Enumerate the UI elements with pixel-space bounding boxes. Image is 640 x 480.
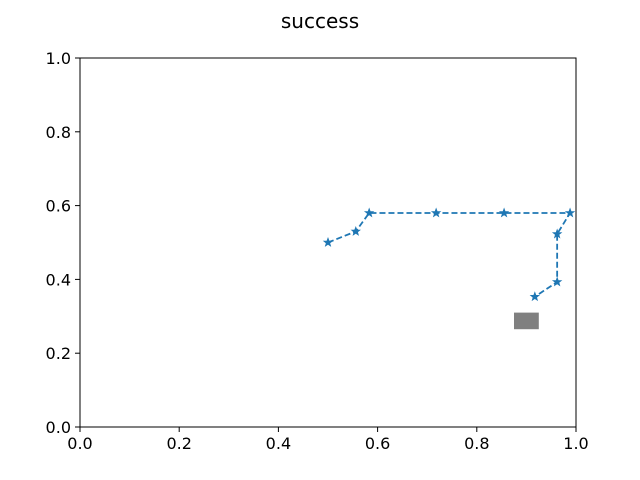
y-tick-label: 1.0	[46, 49, 71, 68]
y-tick-label: 0.0	[46, 418, 71, 437]
chart-title: success	[281, 9, 359, 33]
data-point	[498, 207, 510, 218]
x-tick-label: 1.0	[563, 434, 588, 453]
x-tick-label: 0.4	[266, 434, 291, 453]
x-tick-label: 0.6	[365, 434, 390, 453]
y-tick-label: 0.2	[46, 344, 71, 363]
x-tick-label: 0.0	[67, 434, 92, 453]
data-point	[363, 207, 375, 218]
data-point	[350, 225, 361, 236]
axis-ticks: 0.0 0.2 0.4 0.6 0.8 1.0 0.0 0.2 0.4 0.6 0.8 1.0	[46, 49, 589, 453]
axes-frame	[79, 57, 577, 428]
target-rectangle	[514, 312, 539, 330]
x-tick-label: 0.8	[464, 434, 489, 453]
data-point	[322, 237, 334, 247]
data-point	[551, 228, 563, 239]
data-point	[529, 291, 541, 302]
data-point	[430, 207, 442, 218]
series-line	[327, 212, 572, 298]
y-tick-label: 0.6	[46, 197, 71, 216]
plot-area	[322, 207, 576, 330]
x-tick-label: 0.2	[166, 434, 191, 453]
y-tick-label: 0.4	[46, 270, 71, 289]
y-tick-label: 0.8	[46, 123, 71, 142]
data-point	[564, 207, 576, 218]
data-point	[551, 276, 563, 287]
